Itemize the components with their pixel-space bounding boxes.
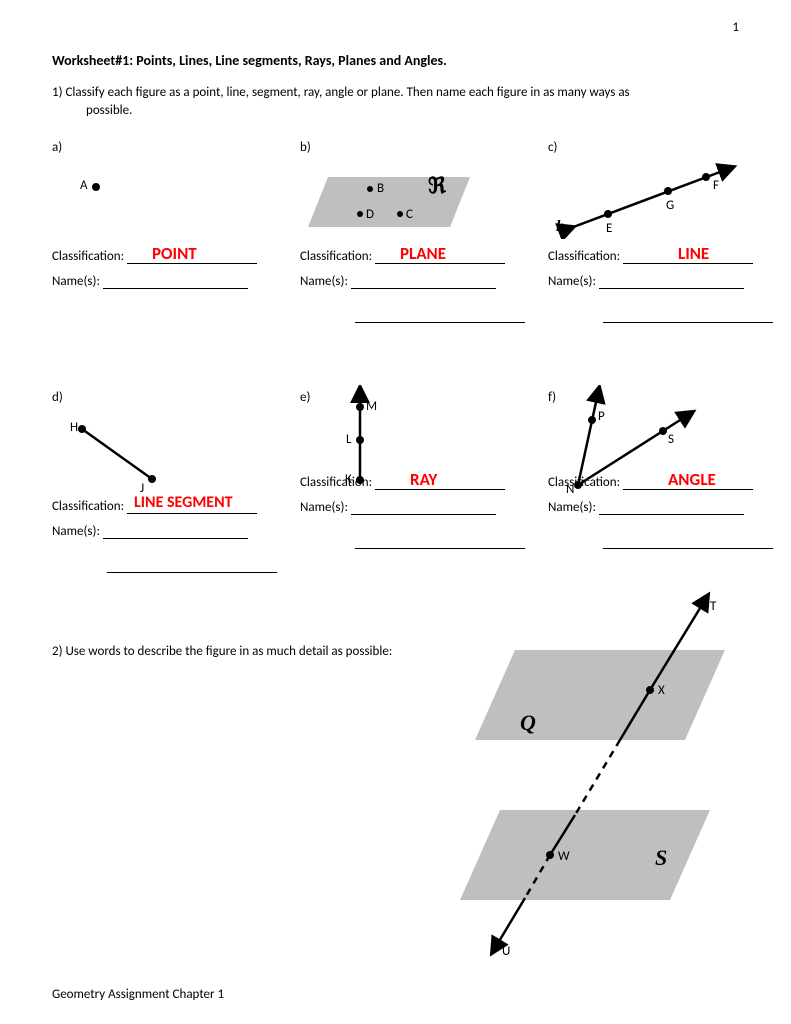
svg-text:Q: Q (520, 710, 536, 735)
svg-text:T: T (710, 599, 717, 614)
figure-a: A (52, 159, 282, 239)
figure-q2: Q S X W T U (430, 590, 760, 970)
footer: Geometry Assignment Chapter 1 (52, 987, 224, 1002)
classification-d: Classification: LINE SEGMENT (52, 499, 282, 514)
segment-figure-icon: H J (52, 409, 212, 499)
svg-text:A: A (80, 178, 88, 193)
classification-f: Classification: ANGLE (548, 475, 778, 490)
figure-d: H J (52, 409, 282, 489)
svg-text:P: P (598, 409, 605, 424)
label-c: c) (548, 140, 778, 155)
problem-a: a) A Classification: POINT Name(s): (52, 140, 282, 289)
svg-text:E: E (606, 221, 612, 236)
answer-a: POINT (152, 243, 197, 264)
svg-text:U: U (502, 944, 510, 959)
classification-b: Classification: PLANE (300, 249, 530, 264)
svg-text:B: B (377, 181, 384, 196)
problem-d: d) H J Classification: LINE SEGMENT Name… (52, 390, 282, 577)
plane-figure-icon: B D C ℜ (300, 159, 500, 239)
extra-line-d (107, 559, 277, 573)
q1-indent: possible. (52, 102, 739, 120)
page-number: 1 (732, 20, 739, 35)
problem-c: c) E G F h Classification: LINE Name(s): (548, 140, 778, 327)
names-e: Name(s): (300, 500, 530, 515)
names-a: Name(s): (52, 274, 282, 289)
svg-text:S: S (668, 432, 674, 447)
names-f: Name(s): (548, 500, 778, 515)
figure-c: E G F h (548, 159, 778, 239)
svg-text:S: S (655, 845, 667, 870)
svg-text:X: X (658, 683, 665, 698)
svg-text:D: D (366, 207, 374, 222)
problem-f: f) N P S Classification: ANGLE Name(s): (548, 390, 778, 553)
line-figure-icon: E G F h (548, 159, 748, 239)
figure-f: N P S (548, 385, 778, 465)
svg-text:C: C (406, 207, 413, 222)
svg-text:F: F (713, 178, 719, 193)
extra-line-c (603, 309, 773, 323)
names-d: Name(s): (52, 524, 282, 539)
answer-d: LINE SEGMENT (134, 493, 233, 512)
classification-e: Classification: RAY (300, 475, 530, 490)
answer-b: PLANE (400, 243, 446, 264)
figure-b: B D C ℜ (300, 159, 530, 239)
names-c: Name(s): (548, 274, 778, 289)
svg-text:W: W (558, 849, 570, 864)
question-2: 2) Use words to describe the figure in a… (52, 644, 392, 659)
svg-text:h: h (556, 218, 565, 235)
problem-b: b) B D C ℜ Classification: PLANE Name(s)… (300, 140, 530, 327)
svg-text:M: M (366, 399, 377, 414)
svg-text:L: L (346, 432, 352, 447)
extra-line-e (355, 535, 525, 549)
names-b: Name(s): (300, 274, 530, 289)
svg-text:G: G (666, 198, 674, 213)
worksheet-title: Worksheet#1: Points, Lines, Line segment… (52, 52, 447, 69)
figure-e: K L M (300, 385, 530, 465)
label-a: a) (52, 140, 282, 155)
answer-e: RAY (410, 469, 437, 490)
answer-c: LINE (678, 243, 709, 264)
label-d: d) (52, 390, 282, 405)
label-b: b) (300, 140, 530, 155)
classification-a: Classification: POINT (52, 249, 282, 264)
answer-f: ANGLE (668, 469, 716, 490)
question-1: 1) Classify each figure as a point, line… (52, 84, 739, 120)
classification-c: Classification: LINE (548, 249, 778, 264)
planes-line-figure-icon: Q S X W T U (430, 590, 760, 970)
svg-text:H: H (70, 420, 78, 435)
extra-line-b (355, 309, 525, 323)
extra-line-f (603, 535, 773, 549)
problem-e: e) K L M Classification: RAY Name(s): (300, 390, 530, 553)
point-figure-icon: A (52, 159, 172, 229)
q1-text: 1) Classify each figure as a point, line… (52, 85, 630, 100)
svg-text:ℜ: ℜ (428, 173, 447, 198)
